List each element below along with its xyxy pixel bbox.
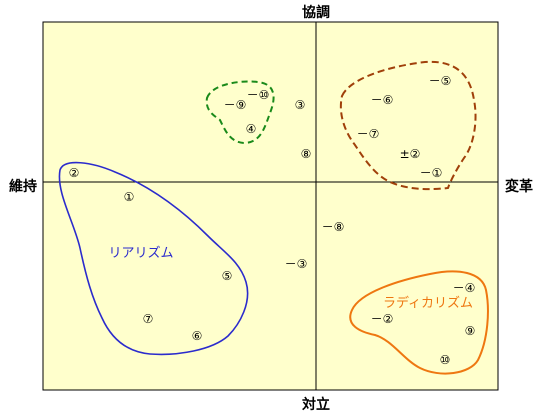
axis-label-right: 変革 — [505, 178, 533, 195]
point-minus-1: －① — [420, 166, 443, 180]
axis-label-top: 協調 — [302, 4, 330, 21]
green-group-outline — [205, 80, 275, 145]
point-minus-7: －⑦ — [357, 127, 380, 141]
point-2: ② — [69, 166, 80, 180]
point-minus-8: －⑧ — [322, 220, 345, 234]
point-minus-9: －⑨ — [224, 98, 247, 112]
point-8: ⑧ — [301, 147, 312, 161]
point-10: ⑩ — [440, 353, 451, 367]
point-4: ④ — [246, 122, 257, 136]
point-minus-3: －③ — [285, 257, 308, 271]
point-1: ① — [124, 190, 135, 204]
point-plus-minus-2: ±② — [400, 147, 421, 161]
point-minus-10: －⑩ — [247, 88, 270, 102]
brown-group-outline — [339, 60, 477, 191]
point-7: ⑦ — [143, 312, 154, 326]
axis-label-bottom: 対立 — [301, 396, 330, 413]
axis-label-left: 維持 — [9, 178, 37, 195]
realism-label: リアリズム — [108, 245, 173, 261]
point-minus-4: －④ — [453, 281, 476, 295]
point-9: ⑨ — [465, 324, 476, 338]
radicalism-label: ラディカリズム — [383, 295, 473, 311]
point-minus-6: －⑥ — [371, 93, 394, 107]
realism-region-outline — [58, 161, 249, 356]
point-3: ③ — [295, 98, 306, 112]
point-5: ⑤ — [222, 269, 233, 283]
radicalism-region-outline — [349, 270, 489, 375]
point-minus-2: －② — [371, 312, 394, 326]
point-minus-5: －⑤ — [429, 74, 452, 88]
plot-area — [42, 21, 499, 391]
point-6: ⑥ — [192, 329, 203, 343]
